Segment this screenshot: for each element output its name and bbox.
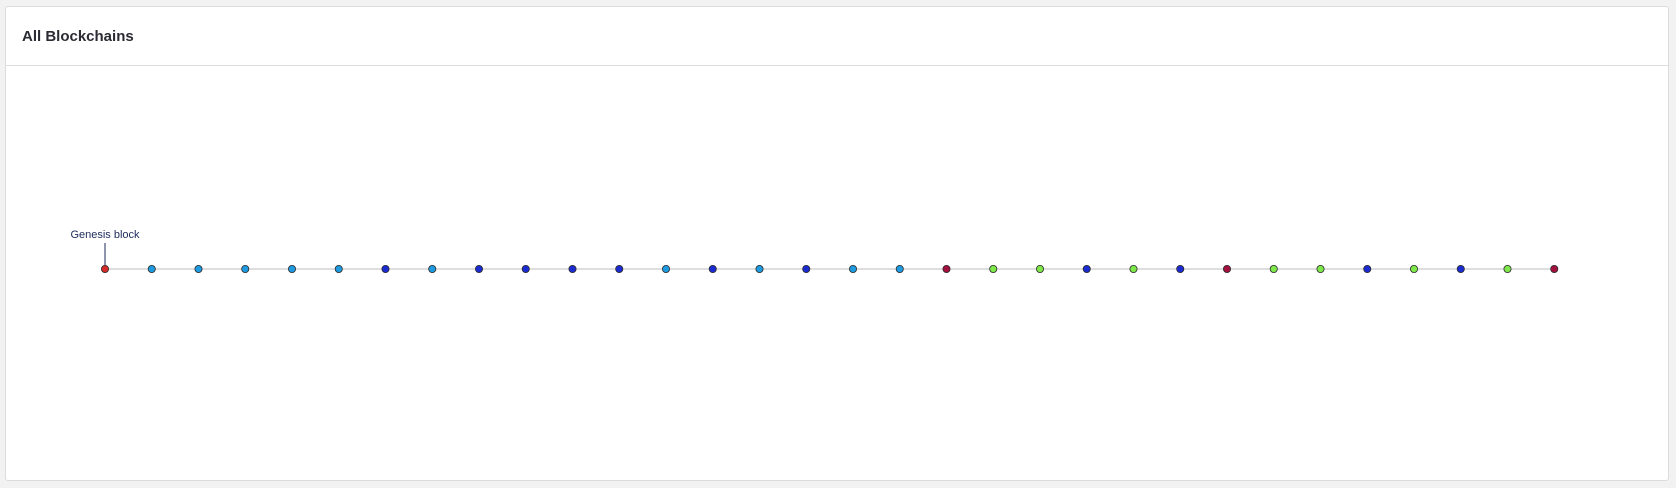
block-node[interactable] — [1363, 264, 1372, 273]
block-node[interactable] — [568, 264, 577, 273]
block-node[interactable] — [1456, 264, 1465, 273]
block-node[interactable] — [1503, 264, 1512, 273]
block-node[interactable] — [1550, 264, 1559, 273]
block-node[interactable] — [849, 264, 858, 273]
page-title: All Blockchains — [22, 27, 134, 45]
block-node[interactable] — [1410, 264, 1419, 273]
block-node[interactable] — [521, 264, 530, 273]
block-node[interactable] — [989, 264, 998, 273]
block-node[interactable] — [1129, 264, 1138, 273]
block-node[interactable] — [802, 264, 811, 273]
block-node[interactable] — [1223, 264, 1232, 273]
block-node[interactable] — [942, 264, 951, 273]
blockchain-graph: Genesis block — [70, 229, 1559, 273]
block-node[interactable] — [334, 264, 343, 273]
block-node[interactable] — [428, 264, 437, 273]
block-node[interactable] — [287, 264, 296, 273]
block-node[interactable] — [194, 264, 203, 273]
block-node[interactable] — [708, 264, 717, 273]
block-node[interactable] — [1269, 264, 1278, 273]
block-node[interactable] — [1082, 264, 1091, 273]
block-node[interactable] — [662, 264, 671, 273]
block-node[interactable] — [615, 264, 624, 273]
block-node[interactable] — [755, 264, 764, 273]
block-node[interactable] — [147, 264, 156, 273]
block-node[interactable] — [1176, 264, 1185, 273]
block-node[interactable] — [381, 264, 390, 273]
chain-visualization: Genesis block — [6, 66, 1668, 481]
blockchains-card: All Blockchains Genesis block — [5, 6, 1669, 481]
block-node[interactable] — [1036, 264, 1045, 273]
block-node[interactable] — [895, 264, 904, 273]
genesis-block-label: Genesis block — [70, 229, 140, 241]
block-node[interactable] — [1316, 264, 1325, 273]
genesis-block-node[interactable] — [101, 264, 110, 273]
block-node[interactable] — [474, 264, 483, 273]
block-node[interactable] — [241, 264, 250, 273]
card-header: All Blockchains — [6, 7, 1668, 66]
